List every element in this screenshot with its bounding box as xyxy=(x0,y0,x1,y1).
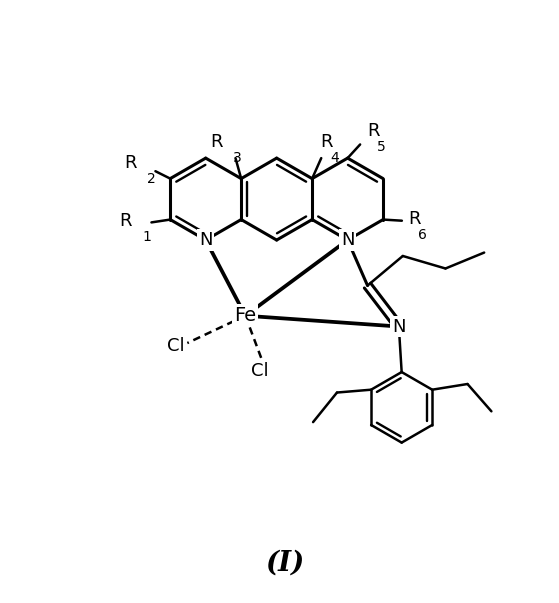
Text: N: N xyxy=(199,231,212,249)
Text: R: R xyxy=(367,122,380,140)
Text: Cl: Cl xyxy=(167,337,185,355)
Text: R: R xyxy=(320,133,333,151)
Text: R: R xyxy=(125,154,137,172)
Text: N: N xyxy=(341,231,354,249)
Text: 6: 6 xyxy=(418,228,427,242)
Text: 1: 1 xyxy=(143,230,151,244)
Text: 4: 4 xyxy=(330,151,339,165)
Text: R: R xyxy=(120,212,132,230)
Text: 3: 3 xyxy=(233,151,241,165)
Text: R: R xyxy=(210,133,222,151)
Text: N: N xyxy=(392,318,406,335)
Text: R: R xyxy=(408,210,420,228)
Text: 5: 5 xyxy=(377,140,386,154)
Text: 2: 2 xyxy=(148,172,156,186)
Text: Cl: Cl xyxy=(251,362,268,380)
Text: (I): (I) xyxy=(266,550,305,576)
Text: Fe: Fe xyxy=(234,306,257,325)
